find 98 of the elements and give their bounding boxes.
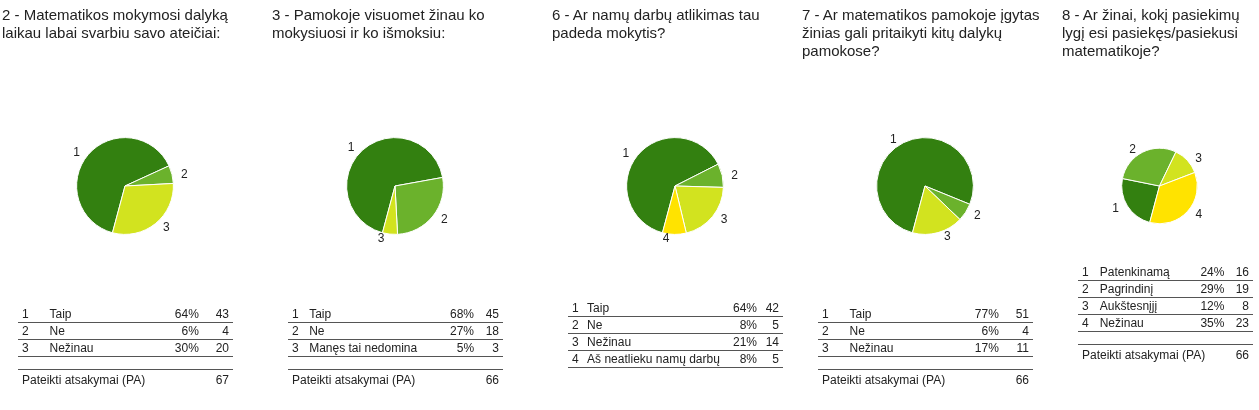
slice-label: 3 [944, 229, 952, 244]
text: 4 [222, 324, 229, 338]
text: 23 [1235, 316, 1249, 330]
category-label: 2 [22, 324, 29, 338]
text: Aukštesnįjį [1099, 299, 1158, 313]
text: Ne [587, 318, 603, 332]
text: 29% [1200, 282, 1225, 296]
text: Ne [849, 324, 865, 338]
category-label: 2 [572, 318, 579, 332]
text: 43 [215, 307, 229, 321]
text: 4 [1082, 316, 1089, 330]
chart-title: 7 - Ar matematikos pamokoje įgytas žinias gali pritaikyti kitų dalykų pamokose? [802, 6, 1041, 60]
text: 16 [1235, 265, 1249, 279]
text: 42 [765, 301, 779, 315]
category-label: 3 [1082, 299, 1089, 313]
text: 19 [1235, 282, 1249, 296]
text: Taip [49, 307, 72, 321]
text: 4 [572, 352, 579, 366]
slice-label: 3 [377, 231, 385, 246]
slice-label: 2 [441, 211, 449, 226]
slice-label: 1 [347, 140, 355, 155]
text: 12% [1200, 299, 1225, 313]
text: 5% [456, 341, 475, 355]
text: Nežinau [849, 341, 894, 355]
text: Pateikti atsakymai (PA) [18, 369, 203, 388]
category-label: 2 [1082, 282, 1089, 296]
text: 77% [974, 307, 999, 321]
slice-label: 1 [622, 145, 630, 160]
category-label: 3 [822, 341, 829, 355]
category-label: 2 [292, 324, 299, 338]
text: 8% [739, 318, 757, 332]
text: 67 [202, 369, 233, 388]
text: Pateikti atsakymai (PA) [288, 369, 479, 388]
category-label: 3 [22, 341, 29, 355]
text: 5 [772, 352, 779, 366]
slice-label: 4 [1195, 206, 1203, 221]
text: 11 [1016, 341, 1029, 355]
category-label: 1 [1082, 265, 1089, 279]
text: Patenkinamą [1099, 265, 1170, 279]
text: 8 [1242, 299, 1249, 313]
text: 17% [974, 341, 999, 355]
text: 20 [215, 341, 229, 355]
text: 66 [478, 369, 503, 388]
text: Taip [587, 301, 610, 315]
category-label: 1 [572, 301, 579, 315]
text: Pagrindinį [1099, 282, 1154, 296]
text: 6% [181, 324, 199, 338]
text: Aš neatlieku namų darbų [587, 352, 720, 366]
slice-label: 1 [1112, 201, 1120, 216]
text: Manęs tai nedomina [309, 341, 418, 355]
text: Taip [309, 307, 332, 321]
text: 21% [732, 335, 757, 349]
text: 24% [1200, 265, 1225, 279]
slice-label: 2 [180, 166, 188, 181]
slice-label: 4 [662, 231, 670, 246]
text: Ne [309, 324, 325, 338]
text: 45 [485, 307, 499, 321]
slice-label: 3 [720, 212, 728, 227]
text: Nežinau [1099, 316, 1144, 330]
text: Taip [849, 307, 872, 321]
chart-title: 8 - Ar žinai, kokį pasiekimų lygį esi pasiekęs/pasiekusi matematikoje? [1062, 6, 1241, 60]
text: 8% [739, 352, 757, 366]
text: 30% [174, 341, 199, 355]
slice-label: 3 [162, 219, 170, 234]
category-label: 4 [1022, 324, 1029, 338]
text: Ne [49, 324, 65, 338]
slice-label: 2 [973, 207, 981, 222]
chart-title: 2 - Matematikos mokymosi dalyką laikau labai svarbiu savo ateičiai: [2, 6, 229, 42]
slice-label: 1 [73, 145, 81, 160]
text: 66 [1002, 369, 1033, 388]
text: 6% [981, 324, 999, 338]
category-label: 3 [492, 341, 499, 355]
slice-label: 1 [890, 132, 898, 147]
category-label: 2 [822, 324, 829, 338]
text: 5 [772, 318, 779, 332]
text: Nežinau [587, 335, 632, 349]
category-label: 1 [22, 307, 29, 321]
chart-title: 3 - Pamokoje visuomet žinau ko mokysiuosi ir ko išmoksiu: [272, 6, 486, 42]
text: Nežinau [49, 341, 94, 355]
category-label: 1 [292, 307, 299, 321]
text: Pateikti atsakymai (PA) [818, 369, 1003, 388]
slice-label: 3 [1195, 150, 1203, 165]
text: 18 [485, 324, 499, 338]
text: 14 [765, 335, 779, 349]
text: 3 [292, 341, 299, 355]
slice-label: 2 [1129, 141, 1137, 156]
text: 51 [1015, 307, 1029, 321]
text: 64% [174, 307, 199, 321]
text: 64% [732, 301, 757, 315]
chart-title: 6 - Ar namų darbų atlikimas tau padeda mokytis? [552, 6, 761, 42]
category-label: 3 [572, 335, 579, 349]
text: 66 [1228, 344, 1253, 363]
slice-label: 2 [731, 167, 739, 182]
category-label: 1 [822, 307, 829, 321]
text: 35% [1200, 316, 1225, 330]
text: 68% [450, 307, 475, 321]
text: Pateikti atsakymai (PA) [1078, 344, 1229, 363]
text: 27% [450, 324, 475, 338]
